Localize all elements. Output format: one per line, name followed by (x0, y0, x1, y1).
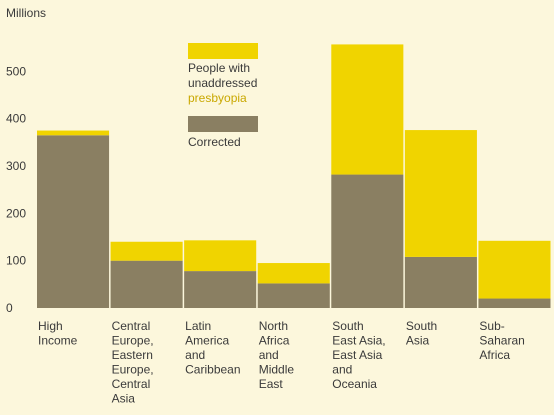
legend-swatch-corrected (188, 116, 258, 132)
legend-label-unaddressed-accent: presbyopia (188, 91, 247, 105)
category-label-line: Sub- (479, 319, 504, 333)
category-label-line: Europe, (112, 334, 154, 348)
category-label-line: Caribbean (185, 363, 240, 377)
y-tick-label: 300 (6, 159, 26, 173)
y-tick-label: 400 (6, 112, 26, 126)
bar-unaddressed (37, 130, 110, 136)
bar-unaddressed (257, 263, 330, 284)
bar-unaddressed (478, 240, 551, 299)
category-label-line: East Asia (332, 348, 382, 362)
category-labels: HighIncomeCentralEurope,EasternEurope,Ce… (38, 319, 525, 406)
bar-corrected (37, 135, 110, 308)
y-axis-ticks: 0 100 200 300 400 500 (6, 64, 26, 315)
y-tick-label: 0 (6, 301, 13, 315)
category-label-line: Income (38, 334, 78, 348)
y-tick-label: 500 (6, 64, 26, 78)
category-label-line: Middle (259, 363, 295, 377)
category-label-line: Africa (479, 348, 510, 362)
bar-unaddressed (110, 241, 183, 261)
category-label-line: and (332, 363, 352, 377)
category-label-line: Oceania (332, 377, 377, 391)
category-label-line: Asia (406, 334, 430, 348)
category-label-line: South (332, 319, 363, 333)
category-label-line: East Asia, (332, 334, 385, 348)
category-label-line: Saharan (479, 334, 524, 348)
bar-corrected (184, 271, 257, 308)
category-label-line: South (406, 319, 437, 333)
legend-label-unaddressed-line2: unaddressed (188, 76, 257, 90)
bars (37, 44, 551, 308)
legend-swatch-unaddressed (188, 43, 258, 59)
category-label-line: Central (112, 377, 151, 391)
category-label-line: East (259, 377, 284, 391)
bar-unaddressed (184, 240, 257, 272)
category-label-line: Central (112, 319, 151, 333)
category-label-line: Latin (185, 319, 211, 333)
legend-label-corrected: Corrected (188, 135, 241, 149)
category-label-line: and (259, 348, 279, 362)
bar-unaddressed (331, 44, 404, 175)
category-label-line: America (185, 334, 229, 348)
category-label-line: and (185, 348, 205, 362)
y-tick-label: 100 (6, 254, 26, 268)
bar-corrected (110, 260, 183, 308)
category-label-line: High (38, 319, 63, 333)
bar-corrected (404, 256, 477, 308)
legend-label-unaddressed-line1: People with (188, 61, 250, 75)
category-label-line: Eastern (112, 348, 153, 362)
bar-corrected (478, 298, 551, 308)
category-label-line: Asia (112, 392, 136, 406)
y-axis-unit-label: Millions (6, 6, 46, 20)
bar-corrected (331, 174, 404, 308)
category-label-line: North (259, 319, 288, 333)
category-label-line: Europe, (112, 363, 154, 377)
y-tick-label: 200 (6, 206, 26, 220)
bar-unaddressed (404, 130, 477, 257)
bar-corrected (257, 283, 330, 308)
category-label-line: Africa (259, 334, 290, 348)
legend: People with unaddressed presbyopia Corre… (188, 43, 258, 149)
